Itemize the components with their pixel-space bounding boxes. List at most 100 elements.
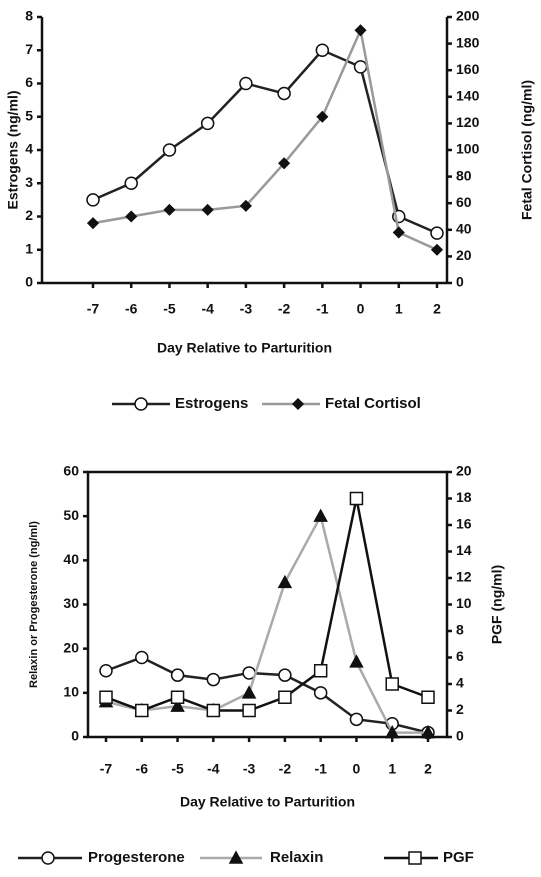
marker: [241, 685, 257, 699]
marker: [278, 690, 292, 704]
y-tick-label: 4: [25, 141, 33, 157]
marker: [206, 672, 221, 687]
legend-label: Progesterone: [88, 849, 185, 866]
y2-tick-label: 60: [456, 194, 472, 210]
marker: [201, 203, 214, 216]
marker: [316, 110, 329, 123]
y-tick-label: 50: [63, 507, 79, 523]
legend-label: Estrogens: [175, 395, 248, 412]
series-line: [92, 48, 438, 235]
y2-tick-label: 10: [456, 595, 472, 611]
y-tick-label: 10: [63, 684, 79, 700]
x-tick-label: -4: [207, 761, 220, 777]
marker: [421, 690, 435, 704]
marker: [278, 668, 292, 682]
y2-tick-label: 40: [456, 221, 472, 237]
marker: [349, 491, 364, 506]
x-tick-label: -4: [201, 301, 214, 317]
x-tick-label: 1: [395, 301, 403, 317]
y2-tick-label: 16: [456, 516, 472, 532]
marker: [313, 664, 328, 678]
y2-tick-label: 200: [456, 8, 480, 24]
marker: [349, 654, 364, 668]
marker: [125, 210, 138, 223]
y2-tick-label: 12: [456, 569, 472, 585]
x-tick-label: -2: [278, 301, 291, 317]
marker: [86, 217, 100, 230]
marker: [291, 397, 305, 411]
x-tick-label: -6: [136, 761, 149, 777]
series-line: [105, 656, 429, 734]
y-tick-label: 8: [25, 8, 33, 24]
marker: [170, 690, 185, 704]
y-axis-label: Relaxin or Progesterone (ng/ml): [28, 521, 40, 688]
y2-tick-label: 20: [456, 463, 472, 479]
marker: [354, 24, 367, 37]
x-tick-label: 0: [357, 301, 365, 317]
x-tick-label: -1: [316, 301, 329, 317]
marker: [349, 712, 364, 727]
marker: [99, 664, 113, 678]
legend-label: PGF: [443, 849, 474, 866]
x-tick-label: -7: [87, 301, 100, 317]
marker: [353, 60, 368, 74]
x-tick-label: -2: [279, 761, 292, 777]
marker: [420, 725, 436, 739]
marker: [315, 43, 330, 57]
marker: [408, 851, 422, 865]
marker: [41, 851, 55, 865]
marker: [242, 703, 256, 718]
x-tick-label: 2: [424, 761, 432, 777]
x-axis-label: Day Relative to Parturition: [157, 340, 332, 356]
x-tick-label: -6: [125, 301, 138, 317]
y2-tick-label: 140: [456, 88, 480, 104]
marker: [430, 243, 444, 256]
marker: [170, 668, 185, 682]
marker: [392, 226, 405, 239]
y2-tick-label: 20: [456, 247, 472, 263]
x-tick-label: -5: [163, 301, 176, 317]
series-line: [105, 498, 429, 712]
marker: [163, 203, 176, 216]
y2-tick-label: 160: [456, 61, 480, 77]
series-line: [92, 26, 438, 251]
marker: [430, 226, 444, 240]
marker: [206, 703, 221, 718]
y2-tick-label: 2: [456, 701, 464, 717]
x-tick-label: 1: [388, 761, 396, 777]
y-tick-label: 60: [63, 463, 79, 479]
marker: [278, 157, 291, 170]
y2-tick-label: 6: [456, 648, 464, 664]
x-tick-label: -3: [240, 301, 253, 317]
x-tick-label: 0: [353, 761, 361, 777]
x-tick-label: -1: [314, 761, 327, 777]
y2-tick-label: 0: [456, 274, 464, 290]
y2-tick-label: 4: [456, 675, 464, 691]
y2-tick-label: 0: [456, 728, 464, 744]
marker: [124, 176, 138, 190]
y-tick-label: 6: [25, 74, 33, 90]
y2-tick-label: 80: [456, 167, 472, 183]
x-tick-label: -3: [243, 761, 256, 777]
marker: [162, 143, 177, 157]
marker: [200, 116, 215, 131]
marker: [385, 677, 399, 691]
x-tick-label: 2: [433, 301, 441, 317]
y-tick-label: 0: [25, 274, 33, 290]
y-tick-label: 30: [63, 595, 79, 611]
legend-label: Relaxin: [270, 849, 323, 866]
y2-tick-label: 18: [456, 489, 472, 505]
marker: [134, 397, 148, 411]
y-tick-label: 20: [63, 639, 79, 655]
marker: [239, 199, 252, 212]
y-tick-label: 2: [25, 207, 33, 223]
x-tick-label: -5: [171, 761, 184, 777]
marker: [86, 193, 100, 207]
y2-tick-label: 100: [456, 141, 480, 157]
marker: [313, 686, 328, 700]
y-tick-label: 7: [25, 41, 33, 57]
marker: [239, 76, 253, 91]
marker: [228, 850, 244, 864]
legend-label: Fetal Cortisol: [325, 395, 421, 412]
